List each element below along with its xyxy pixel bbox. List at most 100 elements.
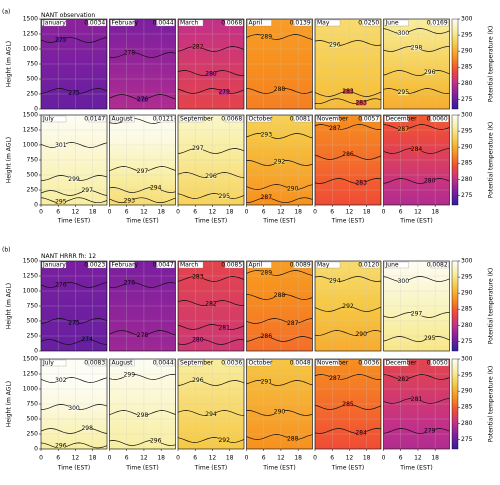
x-tick-label: 12 (209, 209, 217, 216)
value-box (293, 19, 312, 27)
contour-label: 296 (55, 443, 67, 450)
contour-label: 293 (261, 132, 273, 139)
contour-line (246, 34, 313, 40)
contour-label-bg (82, 337, 93, 343)
contour-line (314, 428, 382, 434)
contour-label: 275 (55, 36, 67, 43)
contour-label: 290 (274, 409, 286, 416)
contour-line (314, 178, 382, 184)
month-name: May (317, 20, 330, 27)
contour-line (177, 88, 245, 94)
month-box (315, 359, 341, 367)
month-box (384, 261, 409, 269)
y-tick-label: 250 (27, 187, 39, 194)
panel-frame (40, 114, 108, 206)
y-tick-label: 1250 (23, 371, 38, 378)
colorbar-tick-label: 290 (461, 388, 473, 395)
x-tick-label: 6 (262, 455, 266, 462)
month-box (384, 19, 409, 27)
y-axis-label: Height (m AGL) (6, 283, 13, 329)
contour-label-bg (69, 320, 79, 326)
contour-label-bg (329, 376, 340, 382)
month-box (110, 359, 135, 367)
contour-label-bg (411, 396, 422, 402)
contour-label: 302 (55, 377, 67, 384)
contour-label-bg (329, 278, 340, 284)
contour-label-bg (206, 411, 216, 417)
month-box (41, 261, 67, 269)
month-box (315, 261, 341, 269)
contour-label: 294 (205, 411, 217, 418)
contour-label: 296 (424, 69, 436, 76)
value-box (224, 359, 244, 367)
contour-label: 297 (81, 187, 93, 194)
contour-line (246, 336, 313, 342)
contour-label: 296 (329, 42, 341, 49)
contour-label: 299 (68, 176, 80, 183)
contour-label: 294 (150, 185, 162, 192)
month-box (110, 261, 135, 269)
value-label: 0.0060 (427, 116, 448, 123)
value-box (224, 19, 244, 27)
contour-label-bg (192, 337, 203, 343)
x-tick-label: 6 (125, 209, 129, 216)
month-name: August (112, 116, 134, 123)
contour-label-bg (261, 195, 272, 201)
month-name: September (180, 360, 214, 367)
panel-frame (314, 18, 382, 110)
contour-line (109, 282, 176, 288)
value-box (156, 115, 175, 123)
value-label: 0.0044 (153, 360, 174, 367)
value-label: 0.0147 (84, 116, 105, 123)
contour-label-bg (219, 325, 230, 331)
contour-label: 275 (68, 89, 80, 96)
colorbar-label: Potential temperature (K) (488, 122, 495, 198)
month-name: May (317, 262, 330, 269)
contour-label-bg (206, 71, 216, 77)
contour-line (109, 197, 176, 203)
x-axis-label: Time (EST) (57, 465, 91, 472)
contour-line (177, 46, 245, 52)
contour-line (383, 276, 450, 282)
value-box (430, 19, 449, 27)
y-tick-label: 0 (34, 106, 38, 113)
contour-label: 298 (81, 425, 93, 432)
contour-label: 297 (411, 310, 423, 317)
value-box (430, 115, 449, 123)
colorbar-tick-label: 275 (461, 338, 473, 345)
x-tick-label: 6 (399, 455, 403, 462)
contour-label-bg (69, 176, 79, 182)
colorbar-tick-label: 275 (461, 192, 473, 199)
contour-line (177, 276, 245, 282)
value-box (156, 261, 175, 269)
contour-label: 286 (261, 333, 273, 340)
contour-label: 286 (342, 151, 354, 158)
contour-label-bg (356, 430, 367, 436)
contour-line (383, 70, 450, 76)
month-name: November (317, 360, 349, 367)
x-axis-label: Time (EST) (331, 465, 365, 472)
contour-label-bg (55, 443, 66, 449)
colorbar-tick-label: 285 (461, 160, 473, 167)
contour-label-bg (124, 280, 135, 286)
contour-label: 276 (124, 279, 136, 286)
contour-label-bg (150, 438, 161, 444)
x-tick-label: 18 (226, 455, 234, 462)
value-label: 0.0081 (290, 116, 311, 123)
value-label: 0.0083 (84, 360, 105, 367)
month-box (384, 359, 409, 367)
contour-line (177, 148, 245, 154)
contour-label: 290 (355, 331, 367, 338)
panel-frame (383, 18, 450, 110)
panel-frame (40, 358, 108, 450)
month-box (41, 359, 67, 367)
y-tick-label: 0 (34, 446, 38, 453)
contour-label-bg (206, 173, 216, 179)
contour-label-bg (424, 428, 435, 434)
month-box (41, 115, 67, 123)
x-tick-label: 0 (313, 209, 317, 216)
y-tick-label: 1500 (23, 16, 38, 23)
y-tick-label: 500 (27, 318, 39, 325)
contour-label-bg (398, 376, 409, 382)
panel-label: (a) (2, 9, 10, 16)
